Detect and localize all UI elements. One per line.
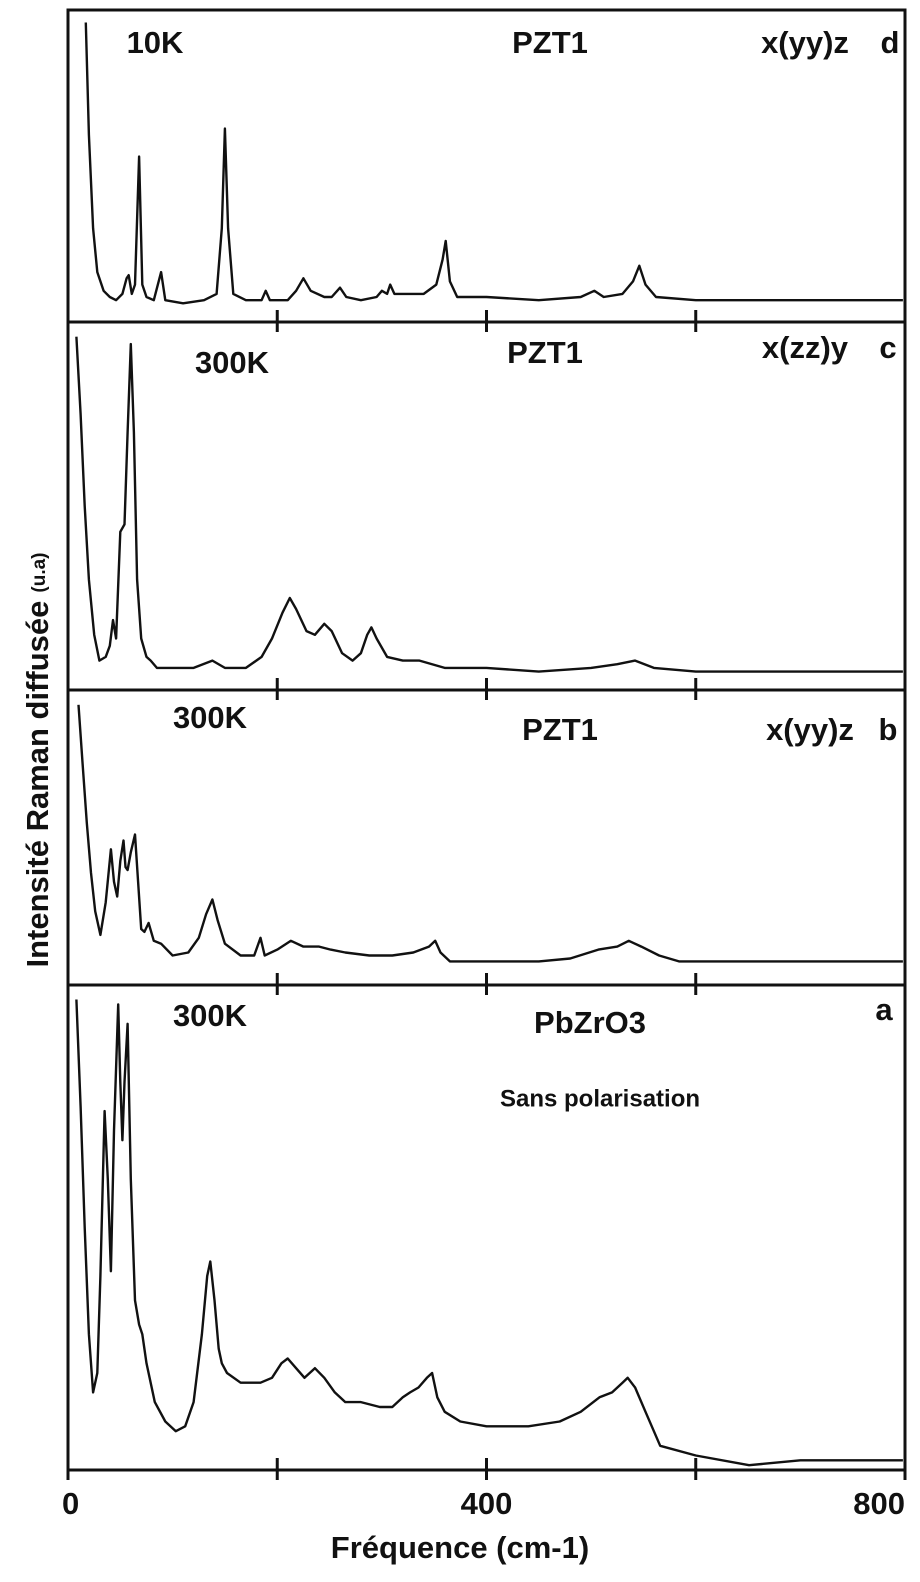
panel-temperature: 300K bbox=[173, 700, 248, 735]
panel-frame bbox=[66, 320, 907, 692]
annotation: Sans polarisation bbox=[500, 1085, 700, 1112]
panel-sample: PZT1 bbox=[512, 25, 588, 60]
panel-panel: b bbox=[879, 712, 898, 747]
x-tick-label: 800 bbox=[853, 1486, 905, 1521]
spectrum bbox=[75, 999, 903, 1467]
panel-panel: a bbox=[875, 992, 893, 1027]
panel-geometry: x(zz)y bbox=[762, 330, 849, 365]
panel-sample: PZT1 bbox=[522, 712, 598, 747]
y-axis-label: Intensité Raman diffusée (u.a) bbox=[20, 552, 55, 967]
panel-panel: d bbox=[881, 25, 900, 60]
spectrum bbox=[77, 704, 903, 963]
panel-panel: c bbox=[879, 330, 896, 365]
panel-sample: PbZrO3 bbox=[534, 1005, 646, 1040]
panel-geometry: x(yy)z bbox=[761, 25, 849, 60]
spectrum bbox=[84, 22, 903, 305]
x-axis-label: Fréquence (cm-1) bbox=[331, 1530, 589, 1565]
panel-temperature: 300K bbox=[195, 345, 270, 380]
y-label-text: Intensité Raman diffusée bbox=[20, 601, 55, 968]
panel-sample: PZT1 bbox=[507, 335, 583, 370]
spectrum bbox=[75, 336, 903, 673]
x-tick-label: 0 bbox=[62, 1486, 79, 1521]
panel-geometry: x(yy)z bbox=[766, 712, 854, 747]
panel-temperature: 300K bbox=[173, 998, 248, 1033]
x-tick-label: 400 bbox=[461, 1486, 513, 1521]
panel-temperature: 10K bbox=[127, 25, 184, 60]
y-unit: (u.a) bbox=[29, 552, 50, 592]
